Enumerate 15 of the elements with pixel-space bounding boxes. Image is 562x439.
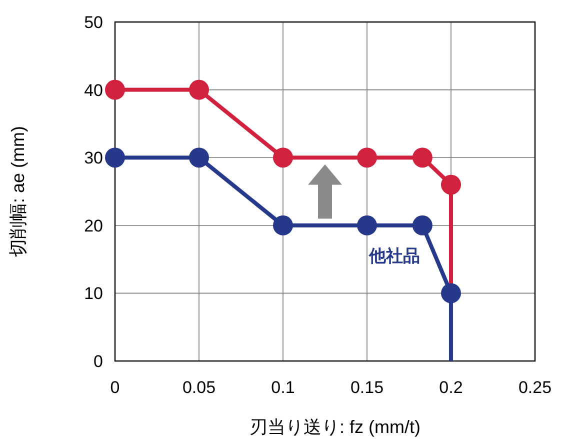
series-label: 他社品 [368,246,420,266]
x-tick-label: 0.25 [518,378,552,397]
x-tick-label: 0.2 [439,378,463,397]
x-tick-label: 0.1 [271,378,295,397]
x-tick-label: 0.15 [350,378,384,397]
y-tick-label: 30 [84,148,103,168]
y-tick-label: 40 [84,80,103,100]
y-tick-label: 0 [94,352,103,371]
y-tick-label: 50 [84,13,103,32]
x-tick-label: 0.05 [182,378,216,397]
y-axis-title: 切削幅: ae (mm) [8,126,28,258]
y-tick-label: 10 [84,284,103,304]
y-tick-label: 20 [84,216,103,236]
x-axis-title: 刃当り送り: fz (mm/t) [250,417,420,437]
x-tick-label: 0 [110,378,120,397]
